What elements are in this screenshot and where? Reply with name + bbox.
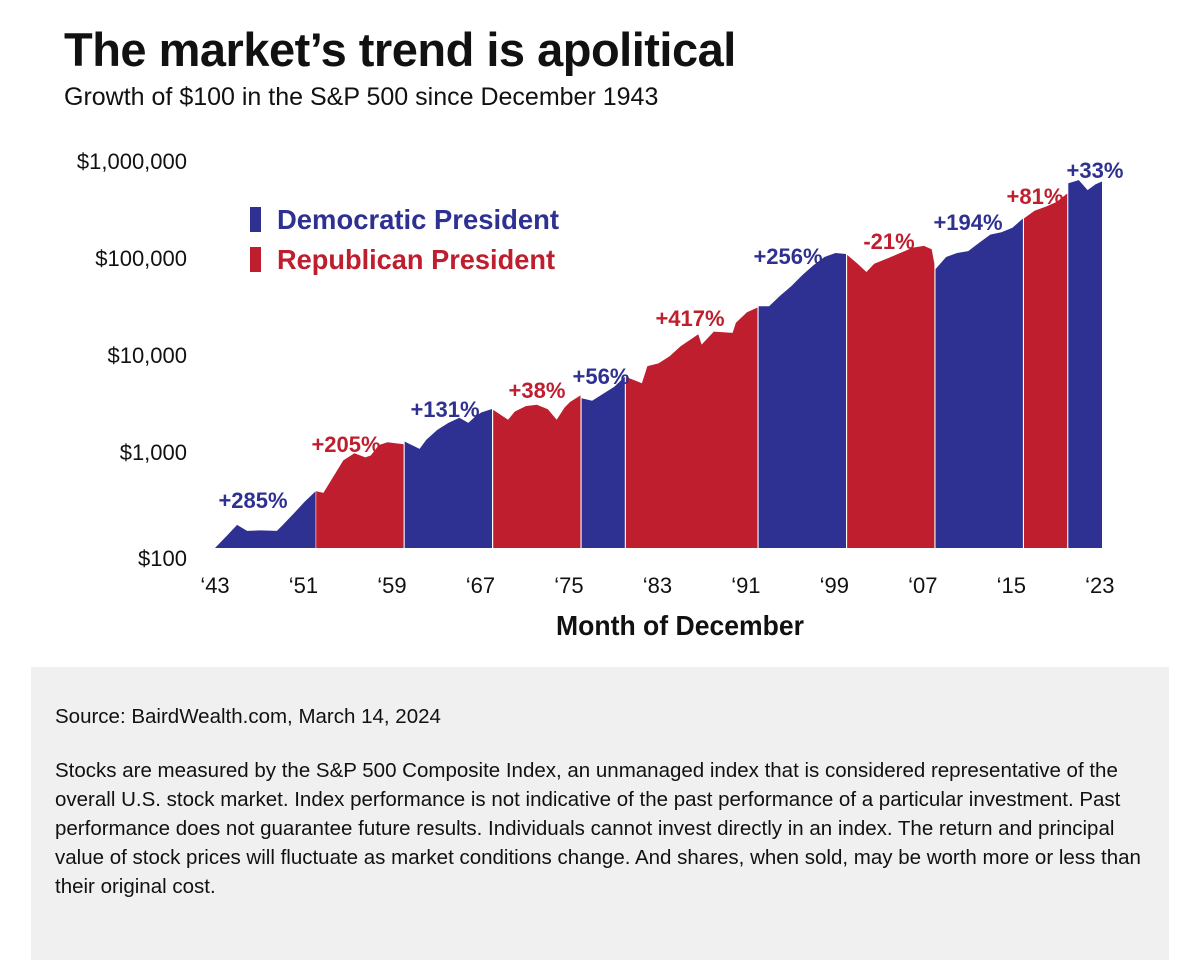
chart-subtitle: Growth of $100 in the S&P 500 since Dece… <box>64 83 659 111</box>
x-axis-ticks: ‘43 ‘51 ‘59 ‘67 ‘75 ‘83 ‘91 ‘99 ‘07 ‘15 ‘23 <box>200 573 1114 598</box>
legend-swatch-democratic <box>250 207 261 232</box>
segment-return-label: +33% <box>1067 158 1124 183</box>
growth-chart: +285% +205% +131% +38% +56% +417% +256% -21% +19… <box>77 149 1124 641</box>
x-tick-label: ‘15 <box>997 573 1026 598</box>
segment-return-label: +56% <box>573 364 630 389</box>
legend-swatch-republican <box>250 247 261 272</box>
x-tick-label: ‘67 <box>466 573 495 598</box>
x-tick-label: ‘23 <box>1085 573 1114 598</box>
x-tick-label: ‘83 <box>643 573 672 598</box>
segment-area-republican <box>625 307 758 548</box>
segment-return-label: +81% <box>1007 184 1064 209</box>
legend: Democratic President Republican Presiden… <box>250 204 559 275</box>
segment-return-label: +194% <box>933 210 1002 235</box>
segment-area-republican <box>493 395 581 548</box>
chart-title: The market’s trend is apolitical <box>64 23 736 76</box>
segment-return-label: -21% <box>863 229 914 254</box>
x-tick-label: ‘91 <box>731 573 760 598</box>
x-tick-label: ‘07 <box>908 573 937 598</box>
disclaimer-text: Stocks are measured by the S&P 500 Compo… <box>55 759 1141 898</box>
legend-label-democratic: Democratic President <box>277 204 559 235</box>
segment-area-democratic <box>1068 180 1102 548</box>
segment-area-democratic <box>935 218 1023 548</box>
y-tick-label: $100,000 <box>95 246 187 271</box>
segment-area-democratic <box>758 253 846 548</box>
segment-area-republican <box>316 442 404 548</box>
segment-area-democratic <box>215 491 316 548</box>
segment-area-democratic <box>581 376 625 548</box>
y-tick-label: $1,000,000 <box>77 149 187 174</box>
segment-labels: +285% +205% +131% +38% +56% +417% +256% -21% +19… <box>218 158 1123 513</box>
segment-areas <box>215 180 1102 548</box>
x-axis-title: Month of December <box>556 610 804 641</box>
segment-return-label: +131% <box>410 397 479 422</box>
y-tick-label: $100 <box>138 546 187 571</box>
segment-return-label: +285% <box>218 488 287 513</box>
legend-label-republican: Republican President <box>277 244 555 275</box>
x-tick-label: ‘43 <box>200 573 229 598</box>
x-tick-label: ‘51 <box>289 573 318 598</box>
segment-return-label: +417% <box>655 306 724 331</box>
x-tick-label: ‘75 <box>554 573 583 598</box>
segment-area-republican <box>847 245 935 548</box>
segment-area-democratic <box>404 409 492 548</box>
x-tick-label: ‘59 <box>377 573 406 598</box>
segment-return-label: +256% <box>753 244 822 269</box>
segment-area-republican <box>1024 193 1068 548</box>
y-axis-ticks: $100 $1,000 $10,000 $100,000 $1,000,000 <box>77 149 187 571</box>
segment-return-label: +205% <box>311 432 380 457</box>
footer-notes: Source: BairdWealth.com, March 14, 2024 … <box>31 667 1169 960</box>
y-tick-label: $1,000 <box>120 440 187 465</box>
source-note: Source: BairdWealth.com, March 14, 2024 <box>55 705 441 728</box>
x-tick-label: ‘99 <box>820 573 849 598</box>
segment-return-label: +38% <box>509 378 566 403</box>
y-tick-label: $10,000 <box>107 343 187 368</box>
